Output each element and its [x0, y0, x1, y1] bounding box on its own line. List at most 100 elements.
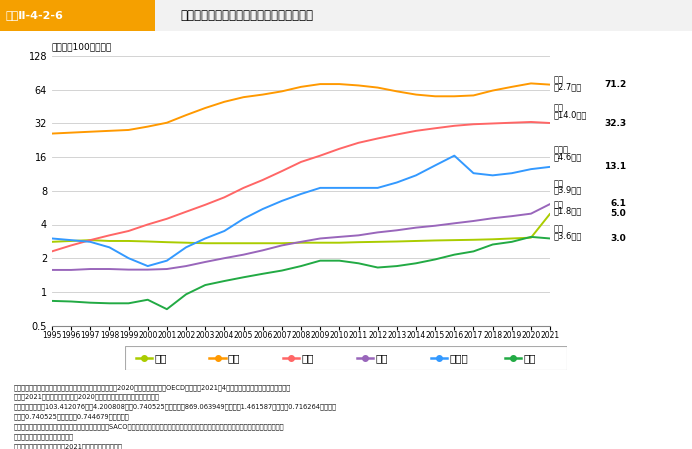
韓国 — [182, 264, 190, 269]
Text: 2021年の値については、2020年の購買力平価を用いてドル換算。: 2021年の値については、2020年の購買力平価を用いてドル換算。 — [14, 394, 160, 401]
韓国 — [508, 213, 516, 219]
日本 — [412, 238, 420, 244]
Text: 「１ドル＝103.412076円＝4.200808元＝0.740525ルーブル＝869.063949ウォン＝1.461587豪ドル＝0.716264ポンド＝: 「１ドル＝103.412076円＝4.200808元＝0.740525ルーブル＝… — [14, 404, 337, 410]
Text: 中国: 中国 — [302, 353, 314, 363]
米国 — [259, 92, 267, 97]
豪州 — [316, 258, 325, 264]
ロシア — [335, 185, 343, 190]
Text: （3.9倍）: （3.9倍） — [554, 185, 582, 194]
ロシア — [469, 171, 477, 176]
中国 — [297, 159, 305, 165]
韓国 — [220, 255, 228, 261]
米国 — [374, 85, 382, 90]
豪州 — [508, 239, 516, 245]
米国 — [469, 93, 477, 98]
韓国 — [374, 230, 382, 235]
韓国 — [527, 211, 535, 216]
Text: （注２）　日本の防衛関係費については、当初予算（SACO関係経費、米軍再編関係経費のうち地元負担軽減分、国土強靜化のための３か年絏急対: （注２） 日本の防衛関係費については、当初予算（SACO関係経費、米軍再編関係経… — [14, 423, 284, 430]
豪州 — [201, 282, 210, 288]
Text: 豪州: 豪州 — [554, 225, 563, 234]
ロシア — [125, 255, 133, 261]
豪州 — [105, 301, 113, 306]
豪州 — [239, 275, 248, 280]
Text: 日本: 日本 — [154, 353, 167, 363]
米国 — [412, 92, 420, 97]
ロシア — [546, 164, 554, 170]
米国 — [48, 131, 56, 136]
Text: （注１）　国防費については、各国発表の国防費を基に、2020年の購買力平価（OECD発表値：2021年4月現在）を用いてドル換算。なお、: （注１） 国防費については、各国発表の国防費を基に、2020年の購買力平価（OE… — [14, 384, 291, 391]
ロシア — [527, 167, 535, 172]
韓国 — [105, 266, 113, 272]
米国 — [277, 88, 286, 94]
日本 — [86, 238, 94, 243]
米国 — [182, 112, 190, 118]
豪州 — [48, 298, 56, 304]
日本 — [489, 237, 497, 242]
豪州 — [297, 264, 305, 269]
ロシア — [201, 236, 210, 241]
中国 — [431, 126, 439, 131]
日本 — [201, 241, 210, 246]
中国 — [316, 153, 325, 158]
Text: 32.3: 32.3 — [604, 119, 626, 128]
韓国 — [412, 225, 420, 230]
Text: 豪州: 豪州 — [523, 353, 536, 363]
Line: ロシア: ロシア — [52, 156, 550, 266]
韓国 — [489, 216, 497, 221]
ロシア — [143, 264, 152, 269]
ロシア — [163, 258, 171, 264]
日本 — [546, 211, 554, 216]
米国 — [163, 120, 171, 125]
Text: 米国: 米国 — [228, 353, 240, 363]
中国 — [354, 140, 363, 145]
中国 — [67, 243, 75, 248]
ロシア — [239, 216, 248, 221]
米国 — [335, 81, 343, 87]
日本 — [374, 239, 382, 245]
韓国 — [125, 267, 133, 273]
ロシア — [105, 245, 113, 250]
ロシア — [450, 153, 459, 158]
米国 — [143, 124, 152, 129]
米国 — [105, 128, 113, 133]
中国 — [277, 168, 286, 174]
中国 — [201, 202, 210, 207]
韓国 — [163, 266, 171, 272]
日本 — [182, 240, 190, 246]
ロシア — [489, 173, 497, 178]
日本 — [277, 241, 286, 246]
米国 — [450, 93, 459, 99]
Text: 71.2: 71.2 — [604, 80, 626, 89]
韓国 — [143, 267, 152, 273]
中国 — [143, 222, 152, 227]
ロシア — [182, 245, 190, 250]
韓国 — [469, 218, 477, 224]
米国 — [316, 81, 325, 87]
Text: 主要６カ国の国防費の推移（対数グラフ）: 主要６カ国の国防費の推移（対数グラフ） — [180, 9, 313, 22]
Polygon shape — [155, 0, 175, 31]
米国 — [431, 93, 439, 99]
Text: ロシア: ロシア — [554, 145, 569, 154]
韓国 — [86, 266, 94, 272]
米国 — [86, 129, 94, 134]
韓国 — [546, 201, 554, 207]
日本 — [469, 237, 477, 242]
豪州 — [527, 234, 535, 240]
Text: 0.740525仏ユーロ＝0.744679独ユーロ」: 0.740525仏ユーロ＝0.744679独ユーロ」 — [14, 414, 129, 420]
日本 — [316, 240, 325, 246]
日本 — [220, 241, 228, 246]
日本 — [354, 239, 363, 245]
ロシア — [316, 185, 325, 190]
Text: （1.8倍）: （1.8倍） — [554, 207, 582, 216]
米国 — [220, 99, 228, 105]
豪州 — [450, 252, 459, 257]
豪州 — [469, 249, 477, 254]
Text: 日本: 日本 — [554, 200, 563, 209]
中国 — [335, 146, 343, 151]
中国 — [220, 194, 228, 200]
米国 — [489, 88, 497, 93]
米国 — [297, 84, 305, 89]
韓国 — [201, 259, 210, 264]
Text: 図表Ⅱ-4-2-6: 図表Ⅱ-4-2-6 — [5, 10, 63, 20]
米国 — [201, 106, 210, 111]
